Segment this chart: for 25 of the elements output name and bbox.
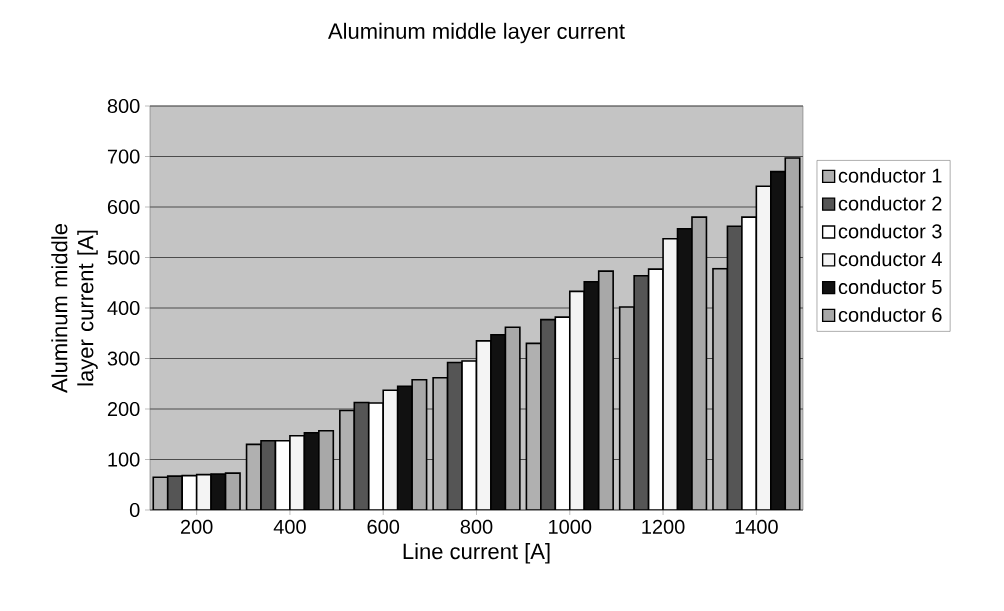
- x-tick-label: 600: [367, 519, 400, 534]
- y-tick-label: 0: [129, 502, 140, 518]
- x-tick-label: 1400: [735, 519, 778, 534]
- y-tick-label: 700: [107, 149, 140, 164]
- legend-label: conductor 2: [838, 195, 942, 211]
- legend-label: conductor 6: [838, 307, 942, 322]
- y-tick-label: 600: [107, 199, 140, 215]
- y-tick-label: 800: [107, 98, 140, 114]
- y-axis-title: Aluminum middle layer current [A]: [51, 224, 98, 393]
- x-tick-label: 200: [180, 519, 213, 534]
- legend-label: conductor 4: [838, 251, 942, 267]
- y-tick-label: 100: [108, 452, 140, 467]
- chart-title: Aluminum middle layer current: [327, 22, 625, 44]
- x-tick-label: 1200: [642, 519, 685, 534]
- x-axis-title: Line current [A]: [403, 543, 550, 564]
- legend-label: conductor 1: [838, 168, 942, 183]
- x-tick-label: 800: [460, 519, 493, 534]
- y-tick-label: 400: [107, 300, 140, 316]
- legend-label: conductor 3: [838, 223, 942, 239]
- y-tick-label: 500: [107, 250, 140, 265]
- y-tick-label: 200: [107, 401, 140, 417]
- legend-label: conductor 5: [838, 279, 942, 295]
- y-tick-label: 300: [107, 351, 140, 366]
- x-tick-label: 400: [273, 519, 306, 534]
- x-tick-label: 1000: [549, 519, 592, 534]
